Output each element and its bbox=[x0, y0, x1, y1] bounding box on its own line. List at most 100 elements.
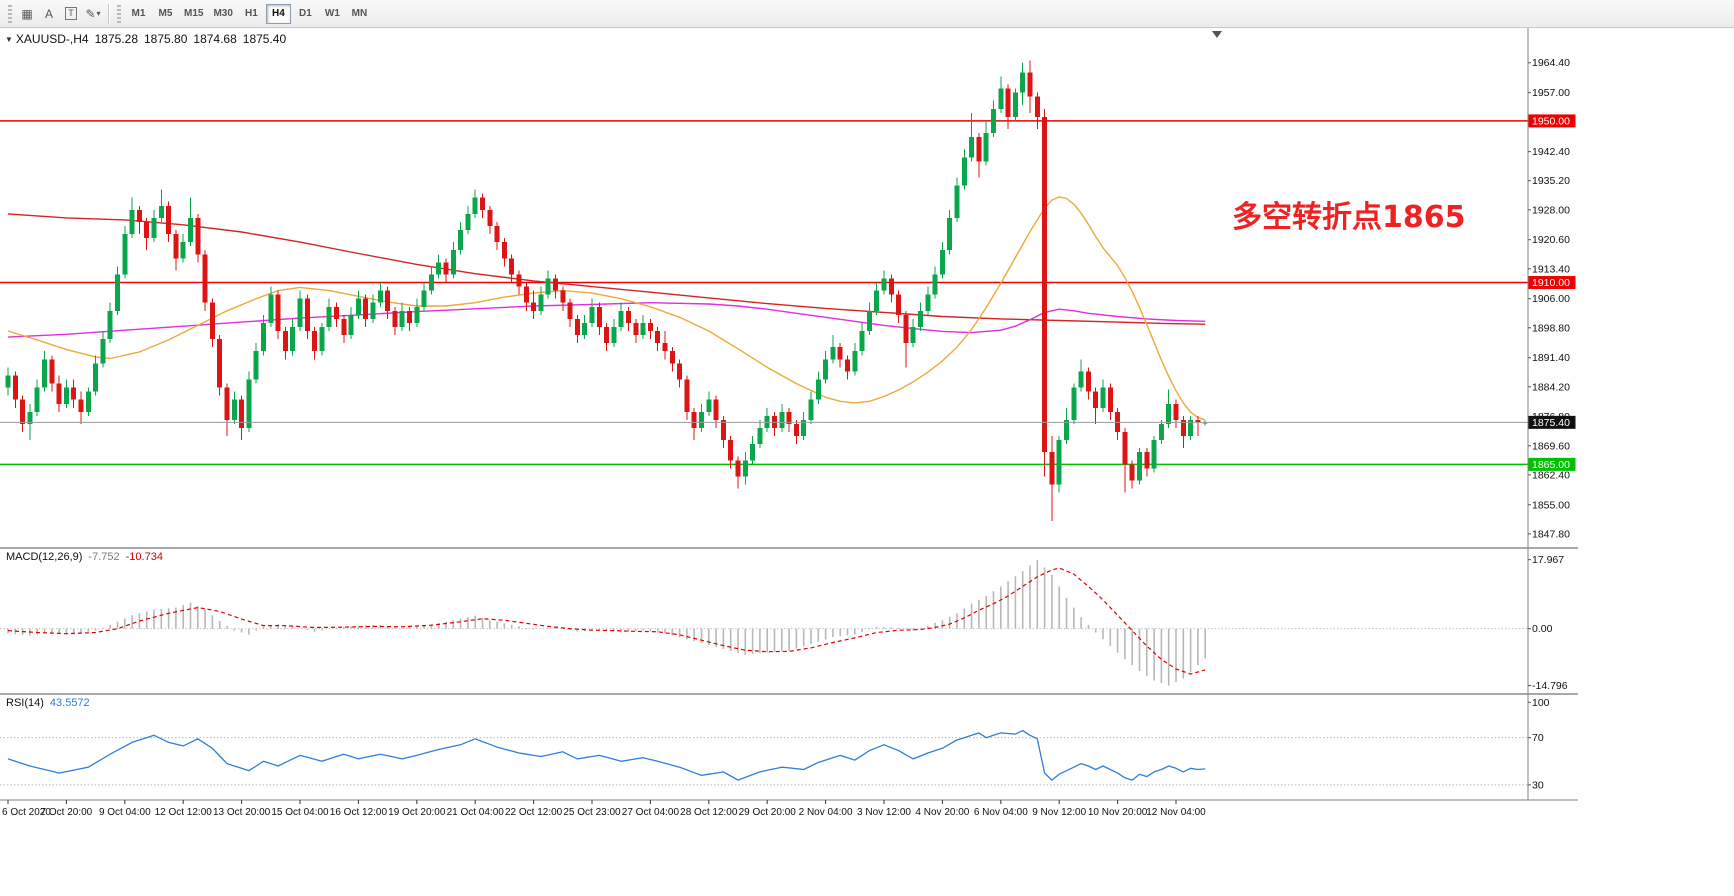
toolbar-grip[interactable] bbox=[8, 4, 12, 23]
chart-shift-marker[interactable] bbox=[1212, 31, 1222, 38]
candle bbox=[261, 322, 266, 352]
candle bbox=[713, 399, 719, 420]
timeframe-button-m15[interactable]: M15 bbox=[180, 4, 207, 24]
candle bbox=[845, 359, 850, 372]
candle bbox=[27, 411, 33, 424]
timeframe-button-m1[interactable]: M1 bbox=[126, 4, 151, 24]
time-axis-label: 28 Oct 12:00 bbox=[680, 807, 738, 818]
candle bbox=[918, 310, 923, 327]
candle bbox=[1042, 116, 1048, 453]
candle bbox=[231, 399, 237, 420]
text-frame-button[interactable]: T bbox=[60, 3, 82, 25]
candle bbox=[100, 339, 106, 364]
candle bbox=[720, 419, 726, 441]
time-axis-label: 22 Oct 12:00 bbox=[505, 807, 563, 818]
candle bbox=[932, 274, 938, 295]
candle bbox=[903, 314, 909, 344]
candle bbox=[516, 274, 522, 287]
candle bbox=[144, 221, 150, 239]
timeframe-button-m5[interactable]: M5 bbox=[153, 4, 178, 24]
time-axis-label: 9 Nov 12:00 bbox=[1032, 807, 1086, 818]
candle bbox=[85, 391, 91, 412]
candle bbox=[12, 375, 18, 400]
candle bbox=[458, 230, 464, 251]
price-axis-label: 1847.80 bbox=[1532, 528, 1570, 540]
price-marker-box[interactable] bbox=[1528, 457, 1576, 471]
ohlc-close: 1875.40 bbox=[242, 32, 287, 46]
chart-symbol-period: XAUUSD-,H4 bbox=[15, 32, 89, 46]
candle bbox=[115, 274, 120, 311]
candle bbox=[5, 375, 11, 388]
rsi-axis-label: 70 bbox=[1532, 732, 1544, 744]
price-marker-box[interactable] bbox=[1528, 114, 1576, 128]
candle bbox=[567, 302, 573, 319]
time-axis-label: 21 Oct 04:00 bbox=[447, 807, 505, 818]
price-axis-label: 1884.20 bbox=[1532, 381, 1570, 393]
candle bbox=[304, 298, 310, 332]
candle bbox=[1085, 371, 1091, 392]
candle bbox=[647, 322, 653, 332]
price-axis-label: 1891.40 bbox=[1532, 352, 1570, 364]
candle bbox=[655, 331, 661, 344]
rsi-name: RSI(14) bbox=[6, 697, 44, 709]
macd-indicator-label: MACD(12,26,9) -7.752 -10.734 bbox=[6, 551, 163, 563]
moving-averages bbox=[7, 196, 1206, 421]
candle bbox=[779, 411, 785, 428]
candle bbox=[49, 359, 55, 384]
candle bbox=[523, 286, 529, 303]
chart-grid-button[interactable]: ▦ bbox=[16, 3, 38, 25]
candle bbox=[1144, 452, 1150, 469]
candle bbox=[830, 347, 836, 360]
level-lines[interactable] bbox=[0, 120, 1528, 466]
candle bbox=[385, 290, 391, 311]
candle bbox=[319, 326, 325, 352]
candle bbox=[939, 250, 945, 275]
time-axis-label: 2 Nov 04:00 bbox=[799, 807, 853, 818]
draw-objects-button[interactable]: ✎ ▾ bbox=[82, 3, 104, 25]
ohlc-low: 1874.68 bbox=[193, 32, 237, 46]
time-axis-label: 16 Oct 12:00 bbox=[330, 807, 388, 818]
candle bbox=[640, 322, 646, 336]
timeframes-grip[interactable] bbox=[117, 4, 121, 23]
rsi-axis-label: 30 bbox=[1532, 779, 1544, 791]
price-scale[interactable]: 1964.40 1957.00 1942.40 1935.20 1928.00 1920.… bbox=[1528, 57, 1576, 540]
macd-name: MACD(12,26,9) bbox=[6, 551, 83, 563]
candle bbox=[706, 399, 712, 412]
candles-layer bbox=[5, 60, 1208, 521]
candle bbox=[1137, 452, 1142, 481]
timeframe-button-w1[interactable]: W1 bbox=[320, 4, 345, 24]
candle bbox=[1071, 387, 1077, 420]
candle bbox=[494, 225, 500, 243]
candle bbox=[823, 359, 829, 380]
timeframe-button-d1[interactable]: D1 bbox=[293, 4, 318, 24]
candle bbox=[465, 213, 471, 231]
time-axis-label: 12 Oct 12:00 bbox=[155, 807, 213, 818]
candle bbox=[195, 217, 201, 255]
candle bbox=[253, 351, 259, 380]
time-axis-label: 4 Nov 20:00 bbox=[915, 807, 969, 818]
price-axis-label: 1855.00 bbox=[1532, 499, 1570, 511]
timeframe-button-h4[interactable]: H4 bbox=[265, 3, 291, 24]
candle bbox=[881, 278, 887, 291]
cursor-text-button[interactable]: A bbox=[38, 3, 60, 25]
price-marker-box[interactable] bbox=[1528, 415, 1576, 429]
time-axis-label: 7 Oct 20:00 bbox=[41, 807, 93, 818]
candle bbox=[1064, 419, 1069, 441]
candle bbox=[414, 306, 420, 323]
timeframe-button-m30[interactable]: M30 bbox=[209, 4, 236, 24]
timeframe-button-h1[interactable]: H1 bbox=[239, 4, 264, 24]
candle bbox=[34, 387, 40, 412]
rsi-indicator-label: RSI(14) 43.5572 bbox=[6, 697, 90, 709]
candle bbox=[582, 322, 588, 336]
candle bbox=[618, 310, 624, 327]
dropdown-caret-icon: ▾ bbox=[96, 9, 101, 18]
price-marker-box[interactable] bbox=[1528, 276, 1576, 290]
candle bbox=[1093, 391, 1099, 408]
timeframe-button-mn[interactable]: MN bbox=[347, 4, 372, 24]
candle bbox=[217, 339, 223, 388]
rsi-line bbox=[7, 729, 1206, 781]
rsi-panel: 100 70 30 bbox=[0, 697, 1550, 791]
candle bbox=[961, 157, 967, 186]
